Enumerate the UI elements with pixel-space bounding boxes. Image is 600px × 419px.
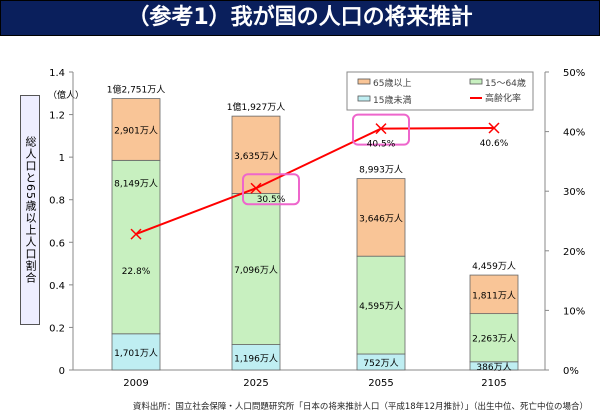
line-marker: [375, 123, 387, 135]
line-marker: [250, 182, 262, 194]
bar-segment: [356, 178, 406, 257]
y-tick-label: 0.8: [49, 196, 65, 207]
y-tick-label: 1: [59, 153, 65, 164]
legend: [346, 71, 534, 111]
legend-swatch: [469, 78, 483, 85]
legend-label: 15歳未満: [373, 94, 411, 106]
x-tick-label: 2105: [481, 378, 506, 389]
legend-label: 65歳以上: [373, 77, 411, 89]
bar-label: 3,646万人: [359, 213, 403, 224]
line-marker: [488, 122, 500, 134]
total-label: 8,993万人: [359, 165, 403, 176]
bar-label: 1,196万人: [234, 353, 278, 364]
bar-label: 1,811万人: [472, 290, 516, 301]
y-axis-label: 総人口と65歳以上人口割合: [20, 95, 40, 325]
line-label: 22.8%: [122, 267, 151, 277]
bar-segment: [111, 98, 161, 161]
bar-segment: [469, 274, 519, 315]
bar-label: 386万人: [476, 362, 511, 373]
y-tick-label: 0: [59, 366, 65, 377]
line-label: 40.5%: [367, 140, 396, 150]
bar-label: 2,263万人: [472, 334, 516, 345]
y2-tick-label: 20%: [563, 247, 585, 258]
y-tick-label: 1.4: [49, 68, 65, 79]
bar-label: 752万人: [363, 358, 398, 369]
x-tick-label: 2009: [123, 378, 148, 389]
x-tick-label: 2025: [243, 378, 268, 389]
aging-rate-line: [135, 127, 495, 236]
total-label: 4,459万人: [472, 261, 516, 272]
bar-label: 3,635万人: [234, 151, 278, 162]
total-label: 1億1,927万人: [227, 101, 286, 113]
y2-tick-label: 0%: [563, 366, 579, 377]
highlight-box: [242, 173, 300, 206]
total-label: 1億2,751万人: [107, 84, 166, 96]
highlight-box: [352, 113, 410, 146]
x-tick-label: 2055: [368, 378, 393, 389]
bar-segment: [356, 255, 406, 355]
y2-tick-label: 40%: [563, 128, 585, 139]
legend-label: 15～64歳: [485, 77, 526, 89]
legend-swatch: [357, 95, 371, 102]
bar-label: 2,901万人: [114, 125, 158, 136]
y2-tick-label: 50%: [563, 68, 585, 79]
bar-label: 4,595万人: [359, 301, 403, 312]
legend-swatch: [357, 78, 371, 85]
source-note: 資料出所：国立社会保障・人口問題研究所「日本の将来推計人口（平成18年12月推計…: [132, 402, 588, 412]
y-tick-label: 0.6: [49, 238, 65, 249]
y-tick-label: 0.4: [49, 281, 65, 292]
y-tick-label: 1.2: [49, 111, 65, 122]
y-tick-label: 0.2: [49, 323, 65, 334]
y-axis-unit: （億人）: [48, 91, 85, 101]
line-marker: [130, 228, 142, 240]
bar-label: 7,096万人: [234, 265, 278, 276]
bar-segment: [469, 313, 519, 363]
y2-tick-label: 30%: [563, 187, 585, 198]
bar-label: 8,149万人: [114, 178, 158, 189]
legend-label: 高齢化率: [485, 92, 521, 104]
bar-label: 1,701万人: [114, 348, 158, 359]
y2-tick-label: 10%: [563, 306, 585, 317]
line-label: 40.6%: [480, 139, 509, 149]
line-label: 30.5%: [257, 195, 286, 205]
bar-segment: [231, 193, 281, 345]
page-title: （参考1）我が国の人口の将来推計: [0, 0, 600, 36]
bar-segment: [231, 344, 281, 371]
